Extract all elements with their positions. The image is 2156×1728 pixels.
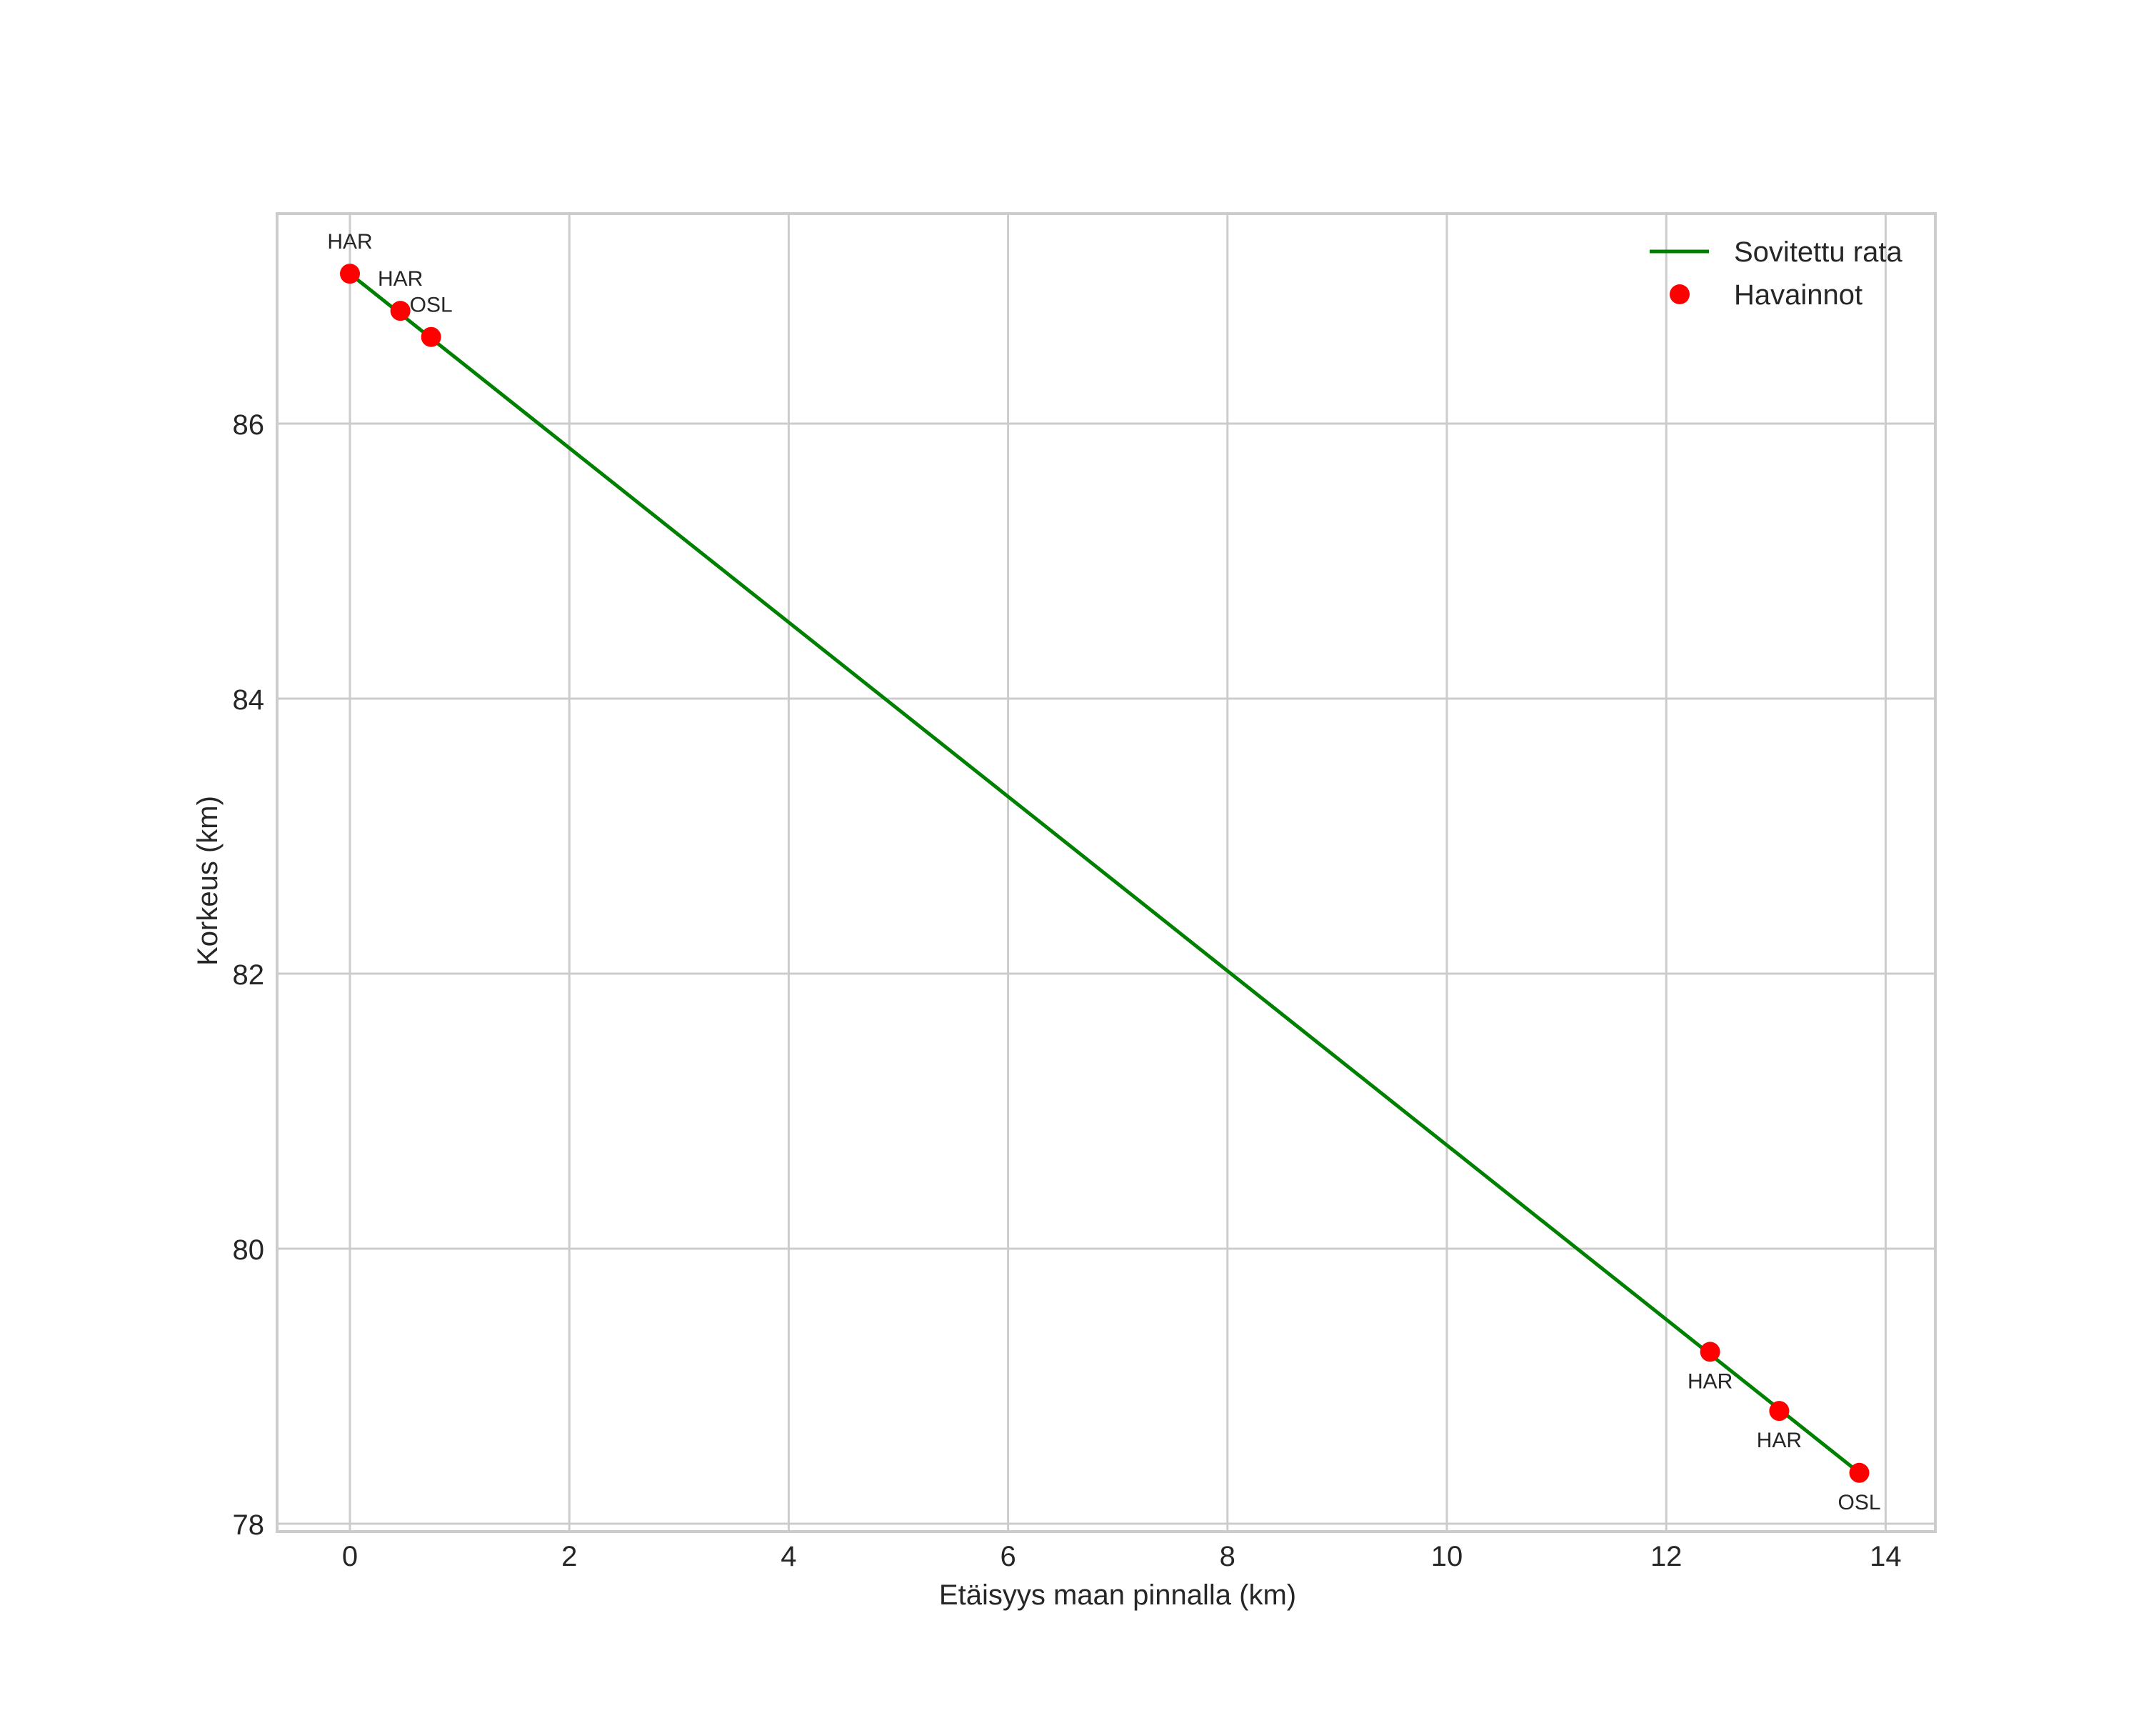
legend-label-observations: Havainnot xyxy=(1734,279,1862,311)
station-label: HAR xyxy=(1688,1369,1733,1393)
y-tick-label: 78 xyxy=(233,1509,265,1541)
observation-marker xyxy=(1849,1462,1870,1483)
station-label: HAR xyxy=(327,230,372,254)
x-tick-label: 2 xyxy=(561,1541,577,1572)
x-tick-label: 14 xyxy=(1870,1541,1902,1572)
observation-marker xyxy=(340,264,360,284)
y-tick-label: 82 xyxy=(233,959,265,991)
x-tick-label: 12 xyxy=(1650,1541,1683,1572)
y-tick-label: 80 xyxy=(233,1234,265,1266)
y-tick-label: 86 xyxy=(233,409,265,441)
fitted-trajectory-line xyxy=(349,272,1861,1474)
x-tick-label: 6 xyxy=(1000,1541,1016,1572)
station-label: OSL xyxy=(1838,1491,1881,1514)
x-axis-title: Etäisyys maan pinnalla (km) xyxy=(939,1579,1296,1611)
x-tick-label: 4 xyxy=(781,1541,796,1572)
axes-frame xyxy=(276,212,1937,1533)
y-tick-label: 84 xyxy=(233,684,265,716)
fitted-line xyxy=(349,272,1861,1474)
observation-marker xyxy=(1700,1342,1720,1362)
observation-points xyxy=(340,264,1870,1483)
y-axis-ticks: 78 80 82 84 86 xyxy=(233,409,265,1541)
x-tick-label: 0 xyxy=(342,1541,358,1572)
station-label: OSL xyxy=(410,294,453,317)
legend: Sovitettu rata Havainnot xyxy=(1650,236,1902,311)
station-label: HAR xyxy=(378,267,423,291)
gridlines xyxy=(276,212,1937,1533)
x-tick-label: 10 xyxy=(1431,1541,1463,1572)
observation-marker xyxy=(421,326,441,347)
x-axis-ticks: 0 2 4 6 8 10 12 14 xyxy=(342,1541,1902,1572)
y-axis-title: Korkeus (km) xyxy=(192,796,224,966)
legend-label-fitted: Sovitettu rata xyxy=(1734,236,1902,268)
x-tick-label: 8 xyxy=(1220,1541,1235,1572)
station-label: HAR xyxy=(1757,1429,1802,1452)
legend-marker-icon xyxy=(1670,284,1690,304)
observation-marker xyxy=(390,301,411,321)
observation-marker xyxy=(1769,1401,1790,1422)
